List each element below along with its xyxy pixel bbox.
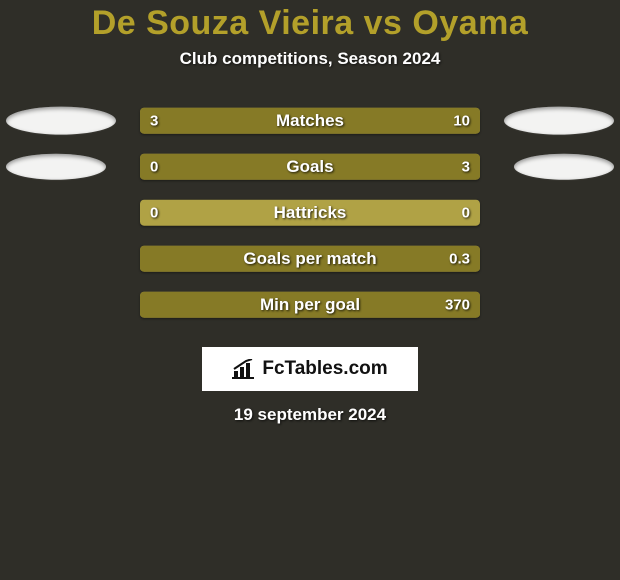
stat-bar-right-fill [140,292,480,318]
stat-row: Goals03 [0,145,620,191]
stat-bar [140,154,480,180]
player-ellipse-right [514,154,614,180]
stats-container: Matches310Goals03Hattricks00Goals per ma… [0,99,620,329]
stat-bar [140,200,480,226]
stat-bar [140,246,480,272]
page-title: De Souza Vieira vs Oyama [0,4,620,43]
player-ellipse-left [6,107,116,135]
stat-row: Hattricks00 [0,191,620,237]
player-ellipse-right [504,107,614,135]
chart-icon [232,359,256,379]
stat-bar-right-fill [218,108,480,134]
stat-row: Goals per match0.3 [0,237,620,283]
stat-bar [140,292,480,318]
stat-bar-left-fill [140,108,218,134]
logo-box: FcTables.com [202,347,418,391]
stat-bar-right-fill [140,154,480,180]
stat-row: Matches310 [0,99,620,145]
page-subtitle: Club competitions, Season 2024 [0,49,620,69]
stat-bar [140,108,480,134]
stat-row: Min per goal370 [0,283,620,329]
logo-text: FcTables.com [262,358,387,380]
content-wrapper: De Souza Vieira vs Oyama Club competitio… [0,0,620,425]
player-ellipse-left [6,154,106,180]
date-label: 19 september 2024 [0,405,620,425]
stat-bar-right-fill [140,246,480,272]
